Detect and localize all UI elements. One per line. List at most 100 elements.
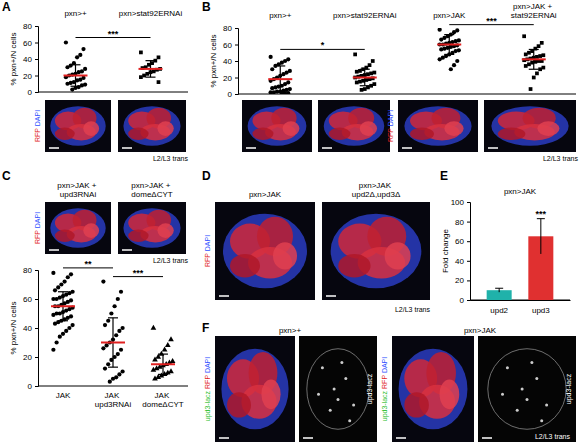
data-point: [103, 323, 107, 327]
data-point: [117, 329, 121, 333]
category-label: JAK domeΔCYT: [142, 391, 183, 409]
image-title: pxn>JAK + domeΔCYT: [131, 181, 172, 199]
data-point: [353, 53, 357, 57]
channel-label: RFP DAPI: [34, 212, 41, 244]
tick: 20: [455, 276, 470, 285]
data-point: [438, 57, 442, 61]
data-point: [358, 80, 362, 84]
tick-mark: [467, 202, 470, 203]
data-point: [151, 367, 157, 372]
y-axis: 020406080100: [451, 198, 471, 305]
data-point: [270, 86, 274, 90]
data-point: [56, 285, 60, 289]
data-point: [51, 297, 55, 301]
tick-label: 40: [455, 257, 464, 266]
tick: 40: [23, 324, 38, 333]
data-point: [64, 329, 68, 333]
error-bar: [495, 288, 503, 292]
micrograph: [392, 336, 474, 442]
figure: 0 20 40 60 80 % pxn+/N cells pxn>+ pxn>stat92ER…: [0, 0, 581, 447]
data-point: [538, 67, 542, 71]
data-point: [70, 87, 74, 91]
tick-mark: [467, 241, 470, 242]
tick-mark: [235, 61, 238, 62]
image-title: pxn>JAK: [249, 190, 282, 199]
axis-line: [35, 27, 39, 93]
tick-label: 60: [23, 295, 32, 304]
tick: upd2: [490, 300, 508, 315]
stage-label: L2/L3 trans: [395, 306, 431, 313]
category-label: JAK upd3RNAi: [95, 391, 132, 409]
data-point: [369, 72, 373, 76]
tick-mark: [235, 45, 238, 46]
image-title: pxn>JAK upd2Δ,upd3Δ: [352, 181, 401, 199]
data-point: [152, 70, 156, 74]
data-point: [70, 323, 74, 327]
tick-mark: [35, 328, 38, 329]
tick-label: 0: [28, 88, 33, 97]
channel-label: RFP DAPI: [387, 110, 394, 142]
data-point: [51, 313, 55, 317]
plot-area: [64, 40, 163, 91]
tick-label: 0: [228, 90, 233, 99]
image-title: pxn>JAK + upd3RNAi: [57, 181, 98, 199]
data-point: [152, 357, 158, 362]
tick: 80: [223, 24, 238, 33]
data-point: [165, 342, 171, 347]
x-axis-line: [38, 92, 188, 93]
data-point: [168, 336, 174, 341]
data-point: [371, 59, 375, 63]
data-point: [75, 55, 79, 59]
data-point: [527, 51, 531, 55]
data-point: [103, 366, 107, 370]
tick: 80: [23, 22, 38, 31]
tick-label: 0: [28, 382, 33, 391]
x-axis-line: [470, 300, 570, 301]
mean-line: [139, 68, 163, 70]
tick-label: 40: [223, 57, 232, 66]
data-point: [119, 348, 123, 352]
micrograph: [45, 100, 111, 152]
tick-mark: [35, 43, 38, 44]
significance-label: ***: [108, 29, 119, 39]
channel-name: RFP: [204, 375, 211, 389]
tick-label: 20: [23, 72, 32, 81]
channel-name: DAPI: [34, 110, 41, 126]
data-point: [524, 64, 528, 68]
tick-label: 20: [455, 276, 464, 285]
tick-label: 80: [455, 218, 464, 227]
channel-name: upd3-lacz: [204, 390, 212, 421]
category-label: pxn>stat92ERNAi: [119, 9, 183, 18]
data-point: [108, 380, 112, 384]
data-point: [269, 55, 273, 59]
data-point: [369, 84, 373, 88]
channel-label: upd3-lacz RFP DAPI: [381, 357, 389, 422]
micrograph: [322, 202, 430, 300]
channel-name: DAPI: [34, 212, 41, 228]
data-point: [270, 67, 274, 71]
tick-mark: [467, 300, 470, 301]
image-title: pxn>+: [279, 326, 302, 335]
data-point: [449, 67, 453, 71]
significance-label: ***: [536, 209, 547, 219]
micrograph: [299, 336, 377, 442]
tick-label: 40: [23, 324, 32, 333]
mean-line: [51, 305, 75, 307]
tick: 0: [460, 296, 470, 305]
axis-line: [467, 203, 471, 301]
y-axis: 020406080: [23, 266, 38, 391]
tick: 0: [28, 88, 38, 97]
data-point: [355, 70, 359, 74]
data-point: [106, 319, 110, 323]
channel-name: RFP: [34, 128, 41, 142]
data-point: [152, 375, 158, 380]
axis-title: % pxn+/N cells: [9, 32, 18, 85]
category-label: pxn>JAK + stat92ERNAi: [511, 2, 557, 20]
data-point: [269, 90, 273, 94]
data-point: [112, 304, 116, 308]
tick-mark: [35, 270, 38, 271]
data-point: [157, 55, 161, 59]
micrograph: [398, 100, 478, 152]
tick: 80: [23, 266, 38, 275]
data-point: [53, 288, 57, 292]
